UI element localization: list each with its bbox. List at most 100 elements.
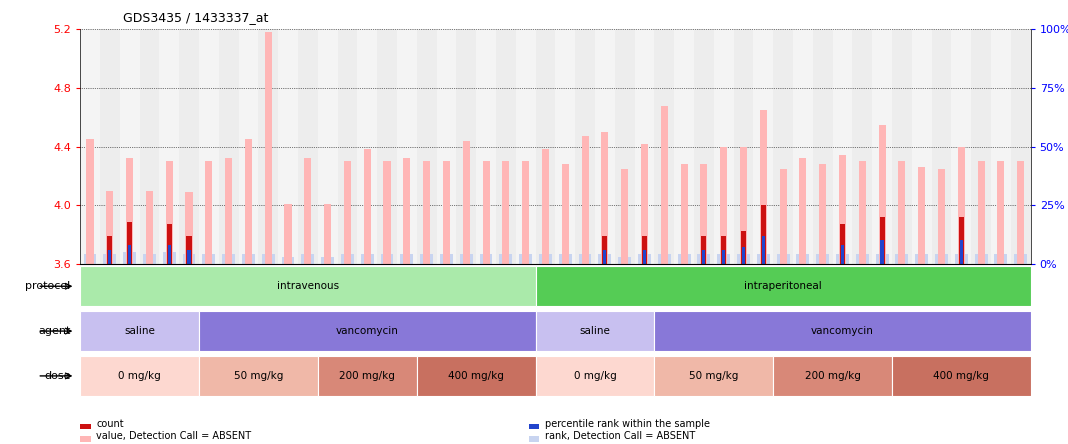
Bar [186, 192, 192, 264]
Bar [519, 254, 532, 264]
Bar [975, 254, 988, 264]
Bar [219, 29, 238, 264]
Bar [757, 254, 770, 264]
Bar [301, 254, 314, 264]
Bar [242, 254, 255, 264]
Bar [601, 132, 609, 264]
Bar [187, 250, 190, 264]
Bar [734, 29, 753, 264]
Bar [595, 29, 615, 264]
Bar [476, 29, 496, 264]
Bar [915, 254, 928, 264]
Bar [955, 254, 968, 264]
Bar [417, 29, 437, 264]
Bar [641, 143, 648, 264]
Bar [1010, 29, 1031, 264]
Bar [539, 254, 552, 264]
Text: percentile rank within the sample: percentile rank within the sample [545, 419, 709, 429]
Bar [304, 158, 312, 264]
Bar [199, 356, 317, 396]
Bar [397, 29, 417, 264]
Bar [892, 29, 912, 264]
Bar [483, 161, 489, 264]
Bar [977, 161, 985, 264]
Bar [839, 155, 846, 264]
Text: 0 mg/kg: 0 mg/kg [119, 371, 161, 381]
Bar [127, 222, 132, 264]
Bar [179, 29, 199, 264]
Bar [159, 29, 179, 264]
Bar [602, 236, 608, 264]
Bar [400, 254, 413, 264]
Bar [792, 29, 813, 264]
Bar [618, 257, 631, 264]
Bar [140, 29, 159, 264]
Bar [931, 29, 952, 264]
Bar [126, 158, 134, 264]
Text: rank, Detection Call = ABSENT: rank, Detection Call = ABSENT [545, 431, 695, 441]
Bar [324, 204, 331, 264]
Bar [225, 158, 232, 264]
Bar [703, 250, 706, 264]
Bar [938, 169, 945, 264]
Bar [680, 164, 688, 264]
Text: vancomycin: vancomycin [335, 326, 398, 336]
Bar [994, 254, 1007, 264]
Bar [598, 254, 611, 264]
Bar [773, 29, 792, 264]
Bar [321, 257, 334, 264]
Bar [377, 29, 397, 264]
Bar [759, 110, 767, 264]
Bar [106, 190, 113, 264]
Bar [799, 158, 806, 264]
Bar [873, 29, 892, 264]
Bar [841, 245, 844, 264]
Bar [107, 236, 112, 264]
Bar [959, 217, 964, 264]
Bar [643, 250, 646, 264]
Bar [341, 254, 354, 264]
Bar [80, 266, 535, 306]
Bar [655, 29, 674, 264]
Text: dose: dose [44, 371, 70, 381]
Bar [284, 204, 292, 264]
Text: 400 mg/kg: 400 mg/kg [933, 371, 989, 381]
Bar [361, 254, 374, 264]
Bar [603, 250, 607, 264]
Text: saline: saline [124, 326, 155, 336]
Bar [278, 29, 298, 264]
Bar [108, 250, 111, 264]
Bar [697, 254, 710, 264]
Bar [776, 254, 789, 264]
Bar [998, 161, 1005, 264]
Bar [535, 356, 655, 396]
Bar [819, 164, 827, 264]
Bar [898, 161, 906, 264]
Bar [460, 254, 473, 264]
Bar [702, 236, 706, 264]
Bar [423, 161, 430, 264]
Bar [123, 252, 136, 264]
Bar [833, 29, 852, 264]
Bar [120, 29, 140, 264]
Bar [958, 147, 964, 264]
Bar [80, 29, 100, 264]
Bar [912, 29, 931, 264]
Text: value, Detection Call = ABSENT: value, Detection Call = ABSENT [96, 431, 251, 441]
Bar [642, 236, 647, 264]
Bar [562, 164, 569, 264]
Bar [500, 254, 513, 264]
Bar [1015, 254, 1027, 264]
Bar [737, 254, 750, 264]
Text: protocol: protocol [26, 281, 70, 291]
Bar [694, 29, 713, 264]
Bar [128, 245, 131, 264]
Bar [701, 164, 707, 264]
Bar [205, 161, 213, 264]
Text: 200 mg/kg: 200 mg/kg [804, 371, 861, 381]
Text: 400 mg/kg: 400 mg/kg [449, 371, 504, 381]
Bar [245, 139, 252, 264]
Bar [265, 32, 271, 264]
Bar [760, 205, 766, 264]
Bar [615, 29, 634, 264]
